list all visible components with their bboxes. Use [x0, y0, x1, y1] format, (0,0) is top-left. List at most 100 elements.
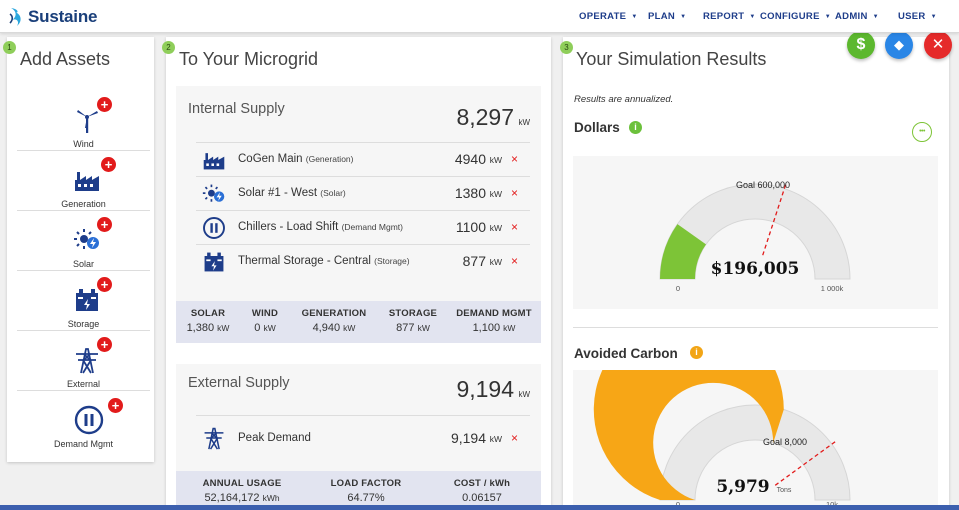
stat-value: 64.77% — [347, 492, 385, 504]
asset-generation-label: Generation — [61, 199, 106, 209]
more-options-icon[interactable]: ••• — [912, 122, 932, 142]
nav-configure[interactable]: CONFIGURE ▼ — [760, 11, 831, 22]
gauge-min-label: 0 — [676, 500, 680, 509]
section-divider — [573, 327, 938, 328]
chevron-down-icon: ▼ — [872, 14, 879, 20]
internal-stats-bar: SOLAR 1,380 kW WIND 0 kW GENERATION 4,94… — [176, 301, 541, 343]
add-assets-panel: Add Assets + Wind + Generation — [7, 37, 154, 462]
add-storage-button[interactable]: + — [97, 277, 112, 292]
stat-label: COST / kWh — [453, 478, 511, 489]
nav-configure-label: CONFIGURE — [760, 11, 820, 22]
add-wind-button[interactable]: + — [97, 97, 112, 112]
dollar-icon: $ — [856, 36, 866, 53]
remove-row-button[interactable]: × — [510, 254, 518, 268]
supply-row-name: Chillers - Load Shift (Demand Mgmt) — [238, 221, 403, 233]
stat-value: 1,100 — [472, 322, 501, 334]
info-icon[interactable]: i — [629, 121, 642, 134]
add-demand-mgmt-button[interactable]: + — [108, 398, 123, 413]
external-stats-bar: ANNUAL USAGE 52,164,172 kWh LOAD FACTOR … — [176, 471, 541, 510]
nav-admin-label: ADMIN — [835, 11, 868, 22]
gauge-track — [659, 183, 851, 280]
asset-external[interactable]: + External — [17, 337, 150, 391]
external-supply-unit: kW — [518, 390, 530, 399]
internal-supply-title: Internal Supply — [188, 101, 285, 117]
asset-generation[interactable]: + Generation — [17, 157, 150, 211]
dollar-button[interactable]: $ — [847, 31, 875, 59]
gauge-min-label: 0 — [676, 284, 680, 293]
carbon-gauge: Goal 8,000 5,979 Tons 0 10k — [593, 314, 851, 509]
stat-unit: kW — [343, 323, 356, 333]
stat-value-line: 877 kW — [378, 322, 448, 334]
nav-admin[interactable]: ADMIN ▼ — [835, 11, 879, 22]
supply-row-type: (Demand Mgmt) — [341, 222, 403, 232]
gauge-value: $196,005 — [711, 259, 800, 279]
gauge-track — [659, 404, 851, 501]
internal-supply-unit: kW — [518, 118, 530, 127]
app-logo[interactable]: Sustaine — [8, 6, 97, 28]
remove-row-button[interactable]: × — [510, 431, 518, 445]
asset-solar-label: Solar — [72, 259, 94, 269]
stat-unit: kW — [503, 323, 516, 333]
supply-row-unit: kW — [489, 155, 502, 165]
info-icon[interactable]: i — [690, 346, 703, 359]
supply-row-value: 1380 — [454, 185, 486, 201]
battery-icon — [76, 289, 98, 311]
microgrid-panel: To Your Microgrid Internal Supply 8,297 … — [166, 37, 551, 510]
stat-value: 877 — [396, 322, 415, 334]
add-external-button[interactable]: + — [97, 337, 112, 352]
transmission-tower-icon — [76, 348, 98, 374]
supply-row-name: Thermal Storage - Central (Storage) — [238, 255, 410, 267]
asset-storage[interactable]: + Storage — [17, 277, 150, 331]
remove-row-button[interactable]: × — [510, 186, 518, 200]
external-supply-total: 9,194 — [456, 376, 514, 402]
stat-wind: WIND 0 kW — [240, 308, 290, 334]
stat-value-line: 0 kW — [240, 322, 290, 334]
supply-row-peak-demand[interactable]: Peak Demand 9,194 kW × — [196, 415, 530, 459]
asset-wind[interactable]: + Wind — [17, 97, 150, 151]
supply-row-name-text: Thermal Storage - Central — [238, 255, 371, 267]
stat-annual-usage: ANNUAL USAGE 52,164,172 kWh — [176, 478, 308, 504]
simulation-results-title: Your Simulation Results — [576, 49, 767, 69]
supply-row-value: 1100 — [455, 219, 486, 235]
stat-label: SOLAR — [190, 308, 226, 319]
remove-row-button[interactable]: × — [510, 220, 518, 234]
external-supply-title: External Supply — [188, 375, 290, 391]
stat-unit: kW — [263, 323, 276, 333]
asset-demand-mgmt[interactable]: + Demand Mgmt — [17, 397, 150, 453]
supply-row-name: Peak Demand — [238, 432, 311, 444]
supply-row-solar[interactable]: Solar #1 - West (Solar) 1380 kW × — [196, 176, 530, 210]
nav-plan[interactable]: PLAN ▼ — [648, 11, 686, 22]
supply-row-name: CoGen Main (Generation) — [238, 153, 353, 165]
close-button[interactable]: ✕ — [924, 31, 952, 59]
nav-report[interactable]: REPORT ▼ — [703, 11, 756, 22]
stat-label: LOAD FACTOR — [330, 478, 402, 489]
supply-row-chillers[interactable]: Chillers - Load Shift (Demand Mgmt) 1100… — [196, 210, 530, 244]
supply-row-thermal-storage[interactable]: Thermal Storage - Central (Storage) 877 … — [196, 244, 530, 278]
supply-row-cogen[interactable]: CoGen Main (Generation) 4940 kW × — [196, 142, 530, 176]
nav-user[interactable]: USER ▼ — [898, 11, 937, 22]
directions-icon: ◆ — [894, 37, 904, 52]
solar-icon — [74, 229, 99, 249]
annualized-note: Results are annualized. — [574, 94, 674, 105]
stat-unit: kWh — [262, 493, 280, 503]
battery-icon — [204, 252, 224, 272]
nav-operate[interactable]: OPERATE ▼ — [579, 11, 638, 22]
remove-row-button[interactable]: × — [510, 152, 518, 166]
gauge-max-label: 10k — [826, 500, 838, 509]
dollars-gauge: Goal 600,000 $196,005 0 1 000k — [659, 180, 851, 293]
chevron-down-icon: ▼ — [749, 14, 756, 20]
supply-row-unit: kW — [489, 257, 502, 267]
supply-row-unit: kW — [489, 434, 502, 444]
stat-label: WIND — [251, 308, 279, 319]
stat-label: GENERATION — [301, 308, 367, 319]
directions-button[interactable]: ◆ — [885, 31, 913, 59]
stat-cost-per-kwh: COST / kWh 0.06157 — [432, 478, 532, 504]
step-badge-3: 3 — [560, 41, 573, 54]
gauge-max-label: 1 000k — [821, 284, 844, 293]
solar-icon — [202, 184, 225, 202]
supply-row-type: (Storage) — [374, 256, 410, 266]
transmission-tower-icon — [204, 427, 224, 450]
add-generation-button[interactable]: + — [101, 157, 116, 172]
asset-solar[interactable]: + Solar — [17, 217, 150, 271]
add-solar-button[interactable]: + — [97, 217, 112, 232]
